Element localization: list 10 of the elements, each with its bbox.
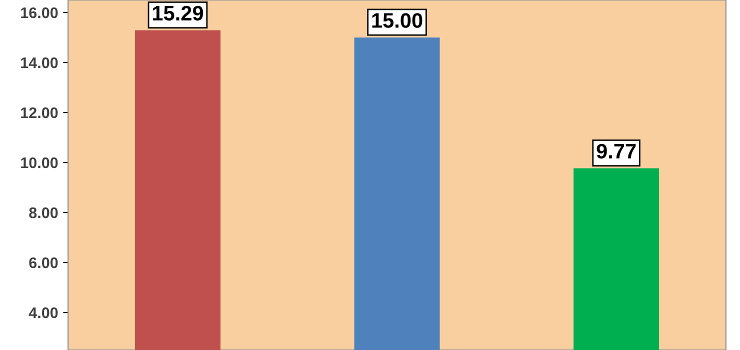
y-tick-label: 14.00 xyxy=(21,57,58,68)
data-label: 9.77 xyxy=(596,144,636,159)
y-tick-label: 16.00 xyxy=(21,7,58,18)
y-tick-label: 10.00 xyxy=(21,157,58,168)
data-label: 15.00 xyxy=(372,13,422,28)
y-tick-label: 12.00 xyxy=(21,107,58,118)
y-tick-label: 8.00 xyxy=(29,207,58,218)
data-label: 15.29 xyxy=(152,6,204,21)
y-tick-label: 6.00 xyxy=(29,257,58,268)
y-tick-label: 4.00 xyxy=(28,307,58,318)
